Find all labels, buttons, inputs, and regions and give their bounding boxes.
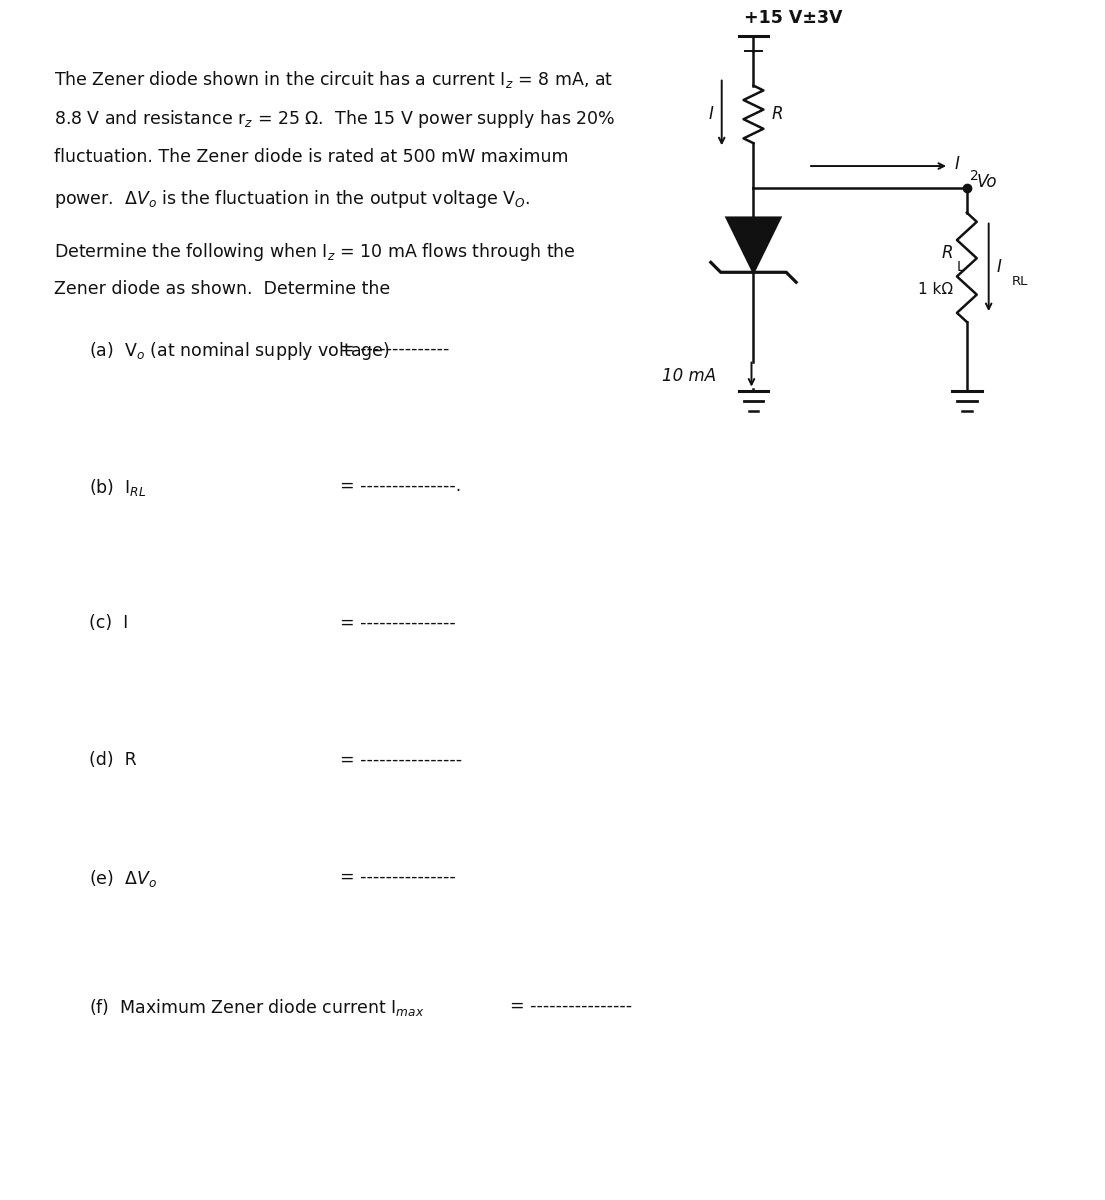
Text: Determine the following when I$_z$ = 10 mA flows through the: Determine the following when I$_z$ = 10 … [54,240,576,263]
Text: I: I [709,106,714,124]
Text: = --------------: = -------------- [339,340,449,358]
Text: I: I [997,258,1001,276]
Text: (c)  I: (c) I [88,614,128,632]
Text: (b)  I$_{RL}$: (b) I$_{RL}$ [88,476,146,498]
Text: 1 kΩ: 1 kΩ [918,282,953,296]
Text: 8.8 V and resistance r$_z$ = 25 $\Omega$.  The 15 V power supply has 20%: 8.8 V and resistance r$_z$ = 25 $\Omega$… [54,108,615,131]
Text: power.  $\Delta V_o$ is the fluctuation in the output voltage V$_O$.: power. $\Delta V_o$ is the fluctuation i… [54,188,530,210]
Text: fluctuation. The Zener diode is rated at 500 mW maximum: fluctuation. The Zener diode is rated at… [54,148,568,166]
Text: 10 mA: 10 mA [662,366,716,384]
Text: (a)  V$_o$ (at nominal supply voltage): (a) V$_o$ (at nominal supply voltage) [88,340,389,362]
Text: (f)  Maximum Zener diode current I$_{max}$: (f) Maximum Zener diode current I$_{max}… [88,997,424,1019]
Text: = ----------------: = ---------------- [339,751,462,769]
Text: Zener diode as shown.  Determine the: Zener diode as shown. Determine the [54,281,390,299]
Text: = ----------------: = ---------------- [511,997,632,1015]
Text: RL: RL [1011,275,1028,288]
Text: L: L [957,260,965,275]
Text: 2: 2 [970,169,979,182]
Text: R: R [941,245,953,263]
Text: The Zener diode shown in the circuit has a current I$_z$ = 8 mA, at: The Zener diode shown in the circuit has… [54,68,613,90]
Polygon shape [727,217,780,272]
Text: = ---------------: = --------------- [339,614,455,632]
Text: Vo: Vo [977,173,998,191]
Text: R: R [771,106,782,124]
Text: +15 V±3V: +15 V±3V [744,10,842,28]
Text: (d)  R: (d) R [88,751,136,769]
Text: (e)  $\Delta V_o$: (e) $\Delta V_o$ [88,868,157,889]
Text: = ---------------: = --------------- [339,868,455,886]
Text: I: I [955,155,960,173]
Text: = ---------------.: = ---------------. [339,476,461,494]
